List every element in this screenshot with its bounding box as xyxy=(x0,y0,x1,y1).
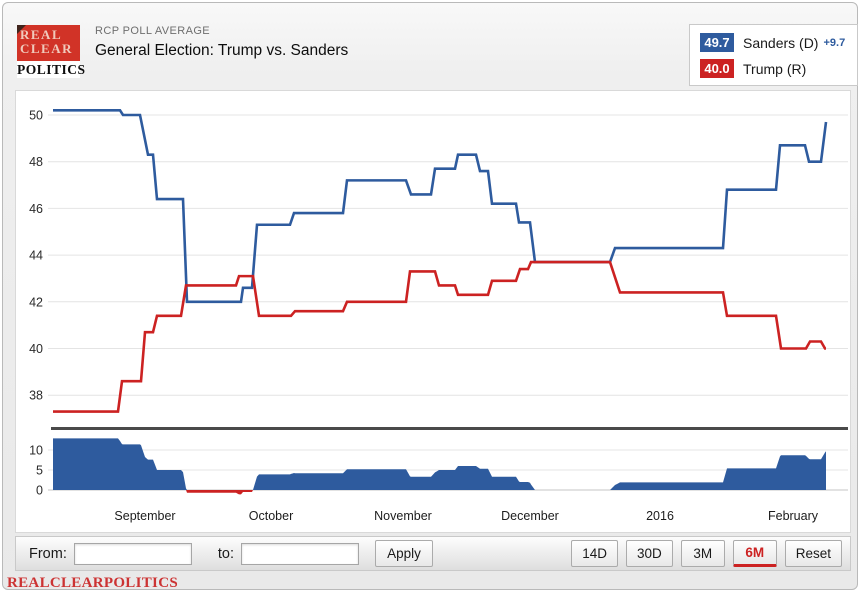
legend-box: 49.7 Sanders (D) +9.7 40.0 Trump (R) xyxy=(689,24,858,86)
y-axis-tick-label: 50 xyxy=(29,109,43,123)
logo-word-real: REAL xyxy=(20,27,63,42)
y-axis-tick-label: 46 xyxy=(29,202,43,216)
logo-fold-corner-icon xyxy=(17,25,26,34)
poll-chart-svg[interactable]: 38 40 42 44 46 48 50 0 5 10 September October Novemb… xyxy=(16,91,850,532)
sanders-line[interactable] xyxy=(53,109,828,304)
range-button-14d[interactable]: 14D xyxy=(571,540,618,567)
trump-legend-label: Trump (R) xyxy=(743,60,807,77)
spread-tick-label: 10 xyxy=(29,444,43,458)
rcp-logo[interactable]: REAL CLEAR POLITICS xyxy=(17,25,86,78)
chart-panel[interactable]: 38 40 42 44 46 48 50 0 5 10 September October Novemb… xyxy=(15,90,851,533)
x-axis-month-label: September xyxy=(114,509,175,523)
trump-line[interactable] xyxy=(53,260,827,413)
trump-value-badge: 40.0 xyxy=(700,59,734,78)
x-axis-month-label: February xyxy=(768,509,819,523)
range-button-group: 14D 30D 3M 6M Reset xyxy=(571,540,842,567)
y-axis-tick-label: 44 xyxy=(29,249,43,263)
to-label: to: xyxy=(217,545,234,562)
legend-row-trump: 40.0 Trump (R) xyxy=(700,59,847,78)
from-date-input[interactable] xyxy=(73,542,192,565)
spread-tick-label: 5 xyxy=(36,464,43,478)
spread-area-negative xyxy=(53,490,826,495)
range-button-30d[interactable]: 30D xyxy=(625,540,673,567)
from-label: From: xyxy=(29,545,67,562)
spread-tick-label: 0 xyxy=(36,484,43,498)
to-date-input[interactable] xyxy=(240,542,359,565)
sanders-value-badge: 49.7 xyxy=(700,33,734,52)
range-button-6m[interactable]: 6M xyxy=(732,540,777,567)
spread-area-positive xyxy=(53,438,826,490)
x-axis-month-label: November xyxy=(374,509,432,523)
logo-red-block: REAL CLEAR xyxy=(17,25,80,61)
range-button-3m[interactable]: 3M xyxy=(680,540,725,567)
footer-brand-link[interactable]: REALCLEARPOLITICS xyxy=(7,575,178,591)
date-range-controls: From: to: Apply 14D 30D 3M 6M Reset xyxy=(15,536,851,571)
x-axis-month-label: December xyxy=(501,509,559,523)
poll-average-label: RCP POLL AVERAGE xyxy=(95,25,211,37)
logo-word-clear: CLEAR xyxy=(20,41,74,56)
y-axis-tick-label: 48 xyxy=(29,155,43,169)
y-axis-tick-label: 38 xyxy=(29,389,43,403)
header: RCP POLL AVERAGE General Election: Trump… xyxy=(95,25,348,60)
y-axis-tick-label: 42 xyxy=(29,295,43,309)
x-axis-month-label: 2016 xyxy=(646,509,674,523)
logo-word-politics: POLITICS xyxy=(17,61,86,78)
y-axis-tick-label: 40 xyxy=(29,342,43,356)
page-title: General Election: Trump vs. Sanders xyxy=(95,42,349,59)
sanders-legend-label: Sanders (D) xyxy=(743,34,819,51)
sanders-spread-delta: +9.7 xyxy=(823,37,846,49)
reset-button[interactable]: Reset xyxy=(784,540,842,567)
x-axis-month-label: October xyxy=(249,509,293,523)
legend-row-sanders: 49.7 Sanders (D) +9.7 xyxy=(700,33,847,52)
apply-button[interactable]: Apply xyxy=(374,540,433,567)
